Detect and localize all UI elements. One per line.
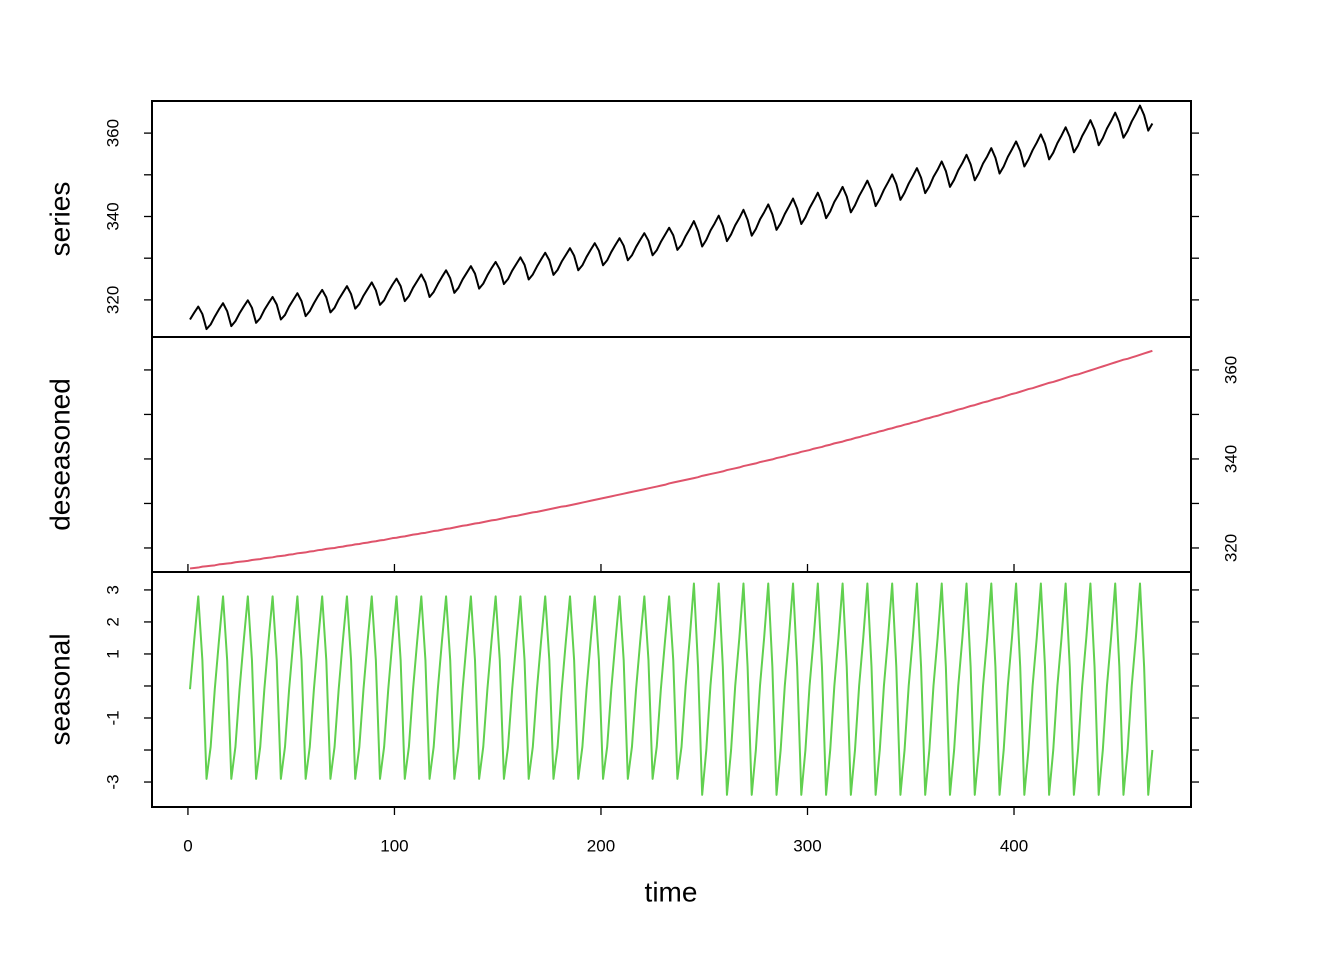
x-tick-label: 200 (587, 836, 615, 855)
x-axis-title: time (645, 876, 698, 907)
y-tick-label: -3 (103, 774, 122, 789)
x-tick-label: 0 (183, 836, 192, 855)
y-tick-label: 340 (1221, 445, 1240, 473)
panel-frame (151, 100, 1192, 338)
y-tick-label: 320 (1221, 534, 1240, 562)
y-axis-title: series (44, 182, 75, 257)
panel-frame (151, 336, 1192, 573)
x-tick-label: 400 (1000, 836, 1028, 855)
data-line (189, 104, 1154, 331)
x-tick-label: 300 (793, 836, 821, 855)
y-tick-label: 340 (103, 202, 122, 230)
y-tick-label: 2 (103, 617, 122, 626)
y-tick-label: 360 (1221, 356, 1240, 384)
y-tick-label: -1 (103, 710, 122, 725)
data-line (189, 349, 1153, 570)
y-tick-label: 360 (103, 119, 122, 147)
data-line (189, 582, 1154, 796)
y-tick-label: 1 (103, 649, 122, 658)
x-tick-label: 100 (380, 836, 408, 855)
y-axis-title: seasonal (44, 633, 75, 745)
y-tick-label: 320 (103, 286, 122, 314)
panel-frame (151, 571, 1192, 808)
y-tick-label: 3 (103, 585, 122, 594)
y-axis-title: deseasoned (44, 378, 75, 531)
